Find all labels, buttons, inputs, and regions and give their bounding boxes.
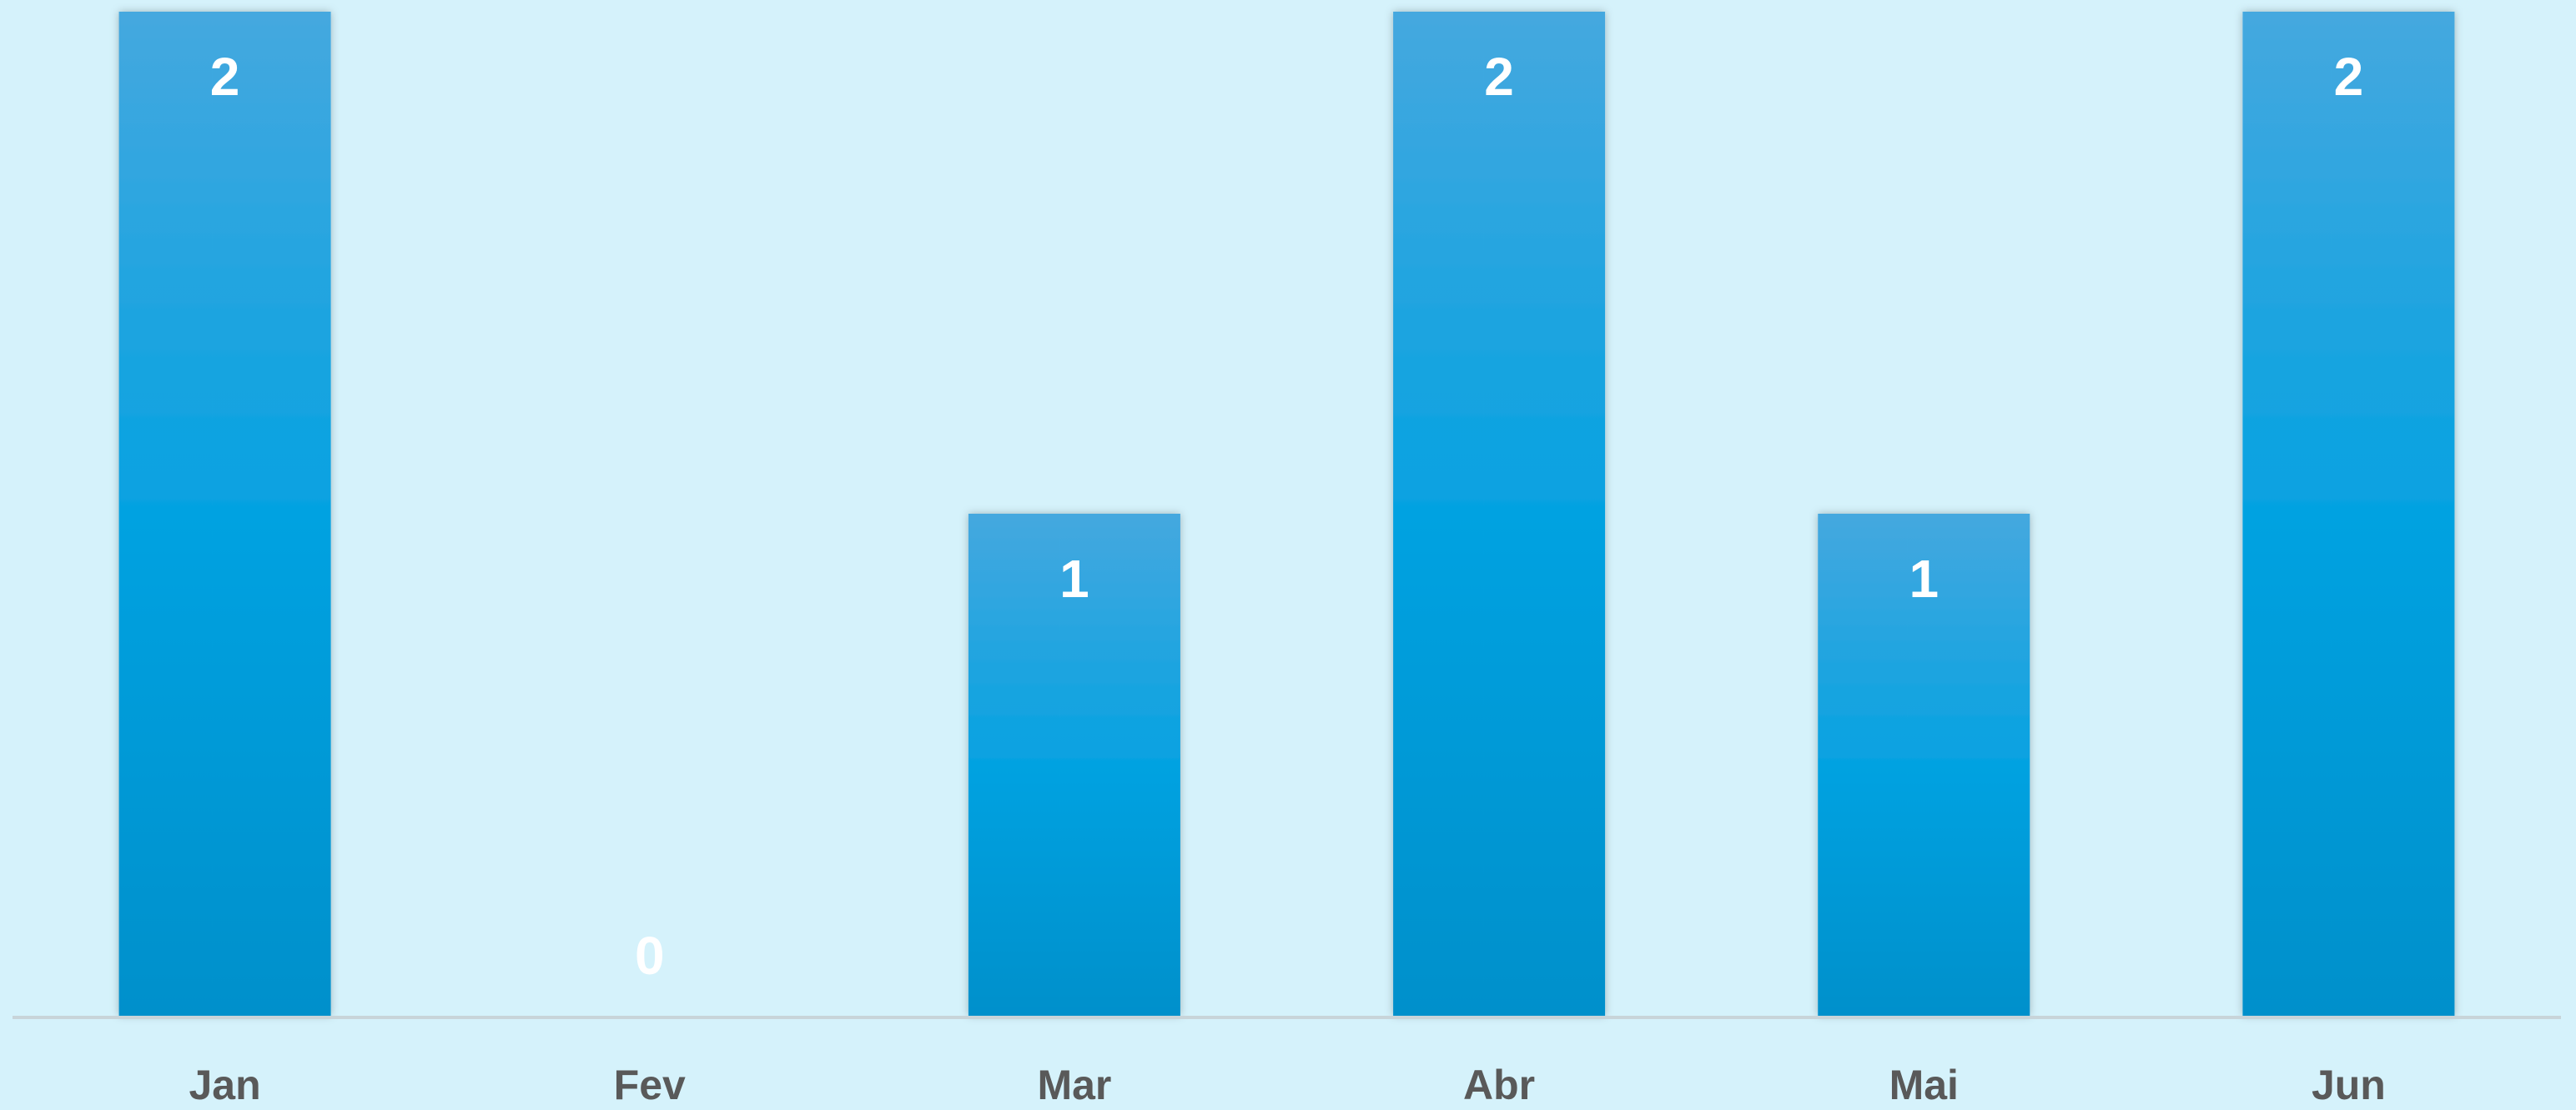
data-label-fev: 0	[635, 926, 665, 986]
bar-mar	[968, 514, 1180, 1016]
bars-group	[118, 12, 2455, 1016]
x-tick-labels-group: Jan Fev Mar Abr Mai Jun	[189, 1062, 2385, 1108]
x-tick-label-abr: Abr	[1463, 1062, 1535, 1108]
bar-jun	[2242, 12, 2455, 1016]
data-label-abr: 2	[1484, 47, 1514, 107]
x-tick-label-fev: Fev	[614, 1062, 686, 1108]
x-tick-label-jun: Jun	[2312, 1062, 2386, 1108]
data-label-mai: 1	[1909, 549, 1939, 609]
x-tick-label-jan: Jan	[189, 1062, 260, 1108]
data-label-mar: 1	[1059, 549, 1089, 609]
x-tick-label-mai: Mai	[1889, 1062, 1959, 1108]
x-tick-label-mar: Mar	[1037, 1062, 1111, 1108]
data-label-jan: 2	[210, 47, 240, 107]
bar-jan	[118, 12, 331, 1016]
bar-abr	[1393, 12, 1606, 1016]
bar-mai	[1818, 514, 2030, 1016]
data-labels-group: 2 0 1 2 1 2	[210, 47, 2363, 986]
data-label-jun: 2	[2334, 47, 2364, 107]
